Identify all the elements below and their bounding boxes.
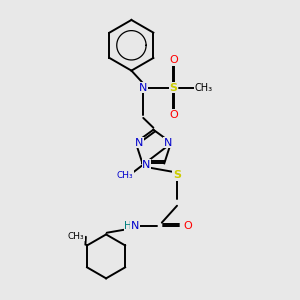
Text: CH₃: CH₃ (68, 232, 84, 241)
Text: O: O (169, 110, 178, 119)
Text: N: N (164, 138, 172, 148)
Text: O: O (184, 221, 192, 231)
Text: O: O (169, 56, 178, 65)
Text: H: H (124, 221, 132, 231)
Text: N: N (130, 221, 139, 231)
Text: S: S (173, 170, 181, 180)
Text: S: S (169, 82, 178, 92)
Text: N: N (142, 160, 151, 170)
Text: N: N (135, 138, 143, 148)
Text: CH₃: CH₃ (195, 82, 213, 92)
Text: CH₃: CH₃ (116, 171, 133, 180)
Text: N: N (139, 82, 147, 92)
